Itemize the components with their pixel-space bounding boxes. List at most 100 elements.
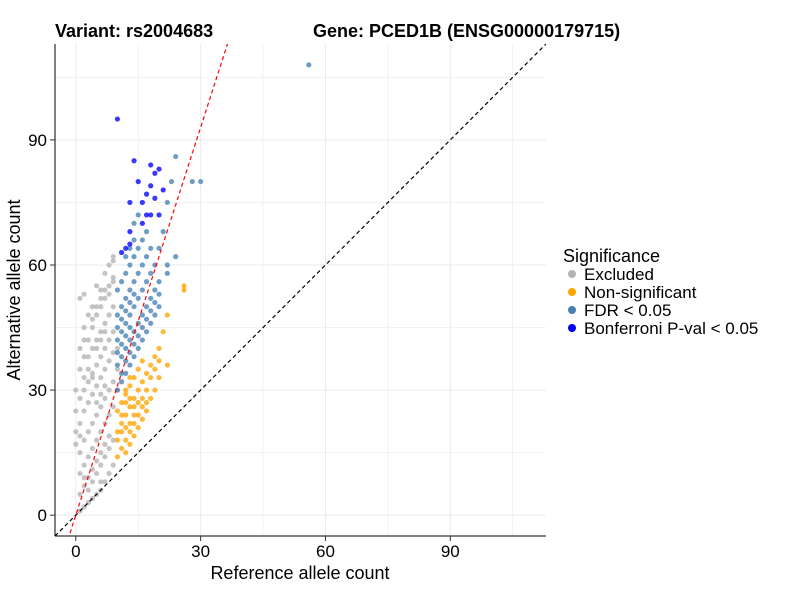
- point-excluded: [102, 270, 108, 276]
- point-non-significant: [148, 362, 154, 368]
- point-non-significant: [123, 391, 129, 397]
- y-axis-label: Alternative allele count: [4, 199, 24, 380]
- point-non-significant: [139, 404, 145, 410]
- point-excluded: [89, 324, 96, 331]
- point-bonferroni-p-val-0-05: [118, 249, 125, 256]
- point-fdr-0-05: [135, 212, 141, 218]
- point-excluded: [89, 316, 96, 322]
- point-fdr-0-05: [131, 220, 137, 226]
- reference-lines: [55, 44, 546, 536]
- point-excluded: [85, 354, 91, 360]
- point-fdr-0-05: [135, 333, 141, 339]
- point-non-significant: [127, 404, 133, 410]
- point-fdr-0-05: [114, 287, 121, 293]
- legend-marker-non-significant: [568, 288, 576, 296]
- point-fdr-0-05: [143, 329, 150, 335]
- point-excluded: [85, 429, 91, 435]
- point-excluded: [81, 291, 87, 297]
- point-fdr-0-05: [127, 362, 133, 368]
- point-bonferroni-p-val-0-05: [123, 245, 129, 251]
- point-non-significant: [114, 408, 121, 414]
- point-fdr-0-05: [139, 312, 145, 318]
- point-excluded: [77, 420, 83, 427]
- point-excluded: [85, 337, 91, 343]
- point-non-significant: [156, 358, 162, 364]
- point-non-significant: [164, 312, 170, 318]
- point-excluded: [106, 283, 112, 289]
- point-excluded: [94, 312, 100, 318]
- point-non-significant: [114, 454, 121, 460]
- point-non-significant: [143, 387, 150, 393]
- point-fdr-0-05: [127, 312, 133, 318]
- point-excluded: [102, 479, 108, 485]
- point-fdr-0-05: [173, 153, 179, 160]
- point-non-significant: [135, 424, 141, 431]
- point-excluded: [94, 304, 100, 310]
- point-fdr-0-05: [168, 178, 175, 185]
- point-bonferroni-p-val-0-05: [143, 191, 150, 197]
- point-excluded: [98, 287, 104, 293]
- point-fdr-0-05: [198, 178, 204, 185]
- point-excluded: [89, 391, 96, 397]
- point-fdr-0-05: [127, 262, 133, 268]
- point-excluded: [102, 320, 108, 326]
- point-fdr-0-05: [118, 329, 125, 335]
- point-excluded: [114, 345, 121, 351]
- x-tick-label: 60: [316, 542, 335, 561]
- point-fdr-0-05: [139, 324, 145, 331]
- point-excluded: [110, 304, 116, 310]
- point-non-significant: [114, 429, 121, 435]
- point-excluded: [81, 324, 87, 331]
- point-excluded: [77, 433, 83, 439]
- point-excluded: [110, 462, 116, 468]
- point-fdr-0-05: [143, 279, 150, 285]
- point-non-significant: [181, 287, 187, 293]
- point-non-significant: [131, 412, 137, 418]
- legend-title: Significance: [563, 246, 660, 266]
- point-non-significant: [139, 358, 145, 364]
- point-excluded: [77, 491, 83, 497]
- point-non-significant: [127, 395, 133, 402]
- point-excluded: [102, 295, 108, 301]
- point-excluded: [94, 437, 100, 443]
- point-fdr-0-05: [118, 379, 125, 385]
- point-excluded: [110, 404, 116, 410]
- point-excluded: [85, 454, 91, 460]
- point-excluded: [106, 312, 112, 318]
- point-non-significant: [152, 387, 158, 393]
- point-excluded: [110, 349, 116, 356]
- point-fdr-0-05: [127, 299, 133, 306]
- point-excluded: [110, 254, 116, 260]
- point-fdr-0-05: [135, 245, 141, 251]
- point-excluded: [89, 479, 96, 485]
- point-excluded: [77, 450, 83, 456]
- point-excluded: [85, 366, 91, 372]
- point-fdr-0-05: [143, 254, 150, 260]
- point-fdr-0-05: [114, 349, 121, 356]
- point-fdr-0-05: [164, 270, 170, 276]
- legend-label-bonferroni-p-val-0-05: Bonferroni P-val < 0.05: [584, 319, 758, 338]
- point-excluded: [98, 391, 104, 397]
- point-fdr-0-05: [148, 320, 154, 326]
- point-bonferroni-p-val-0-05: [135, 178, 141, 185]
- point-non-significant: [181, 283, 187, 289]
- point-excluded: [94, 383, 100, 389]
- point-non-significant: [135, 399, 141, 406]
- point-fdr-0-05: [164, 262, 170, 268]
- point-excluded: [73, 441, 79, 447]
- y-tick-label: 90: [28, 131, 47, 150]
- point-fdr-0-05: [123, 295, 129, 301]
- plot-area: 0 30 60 90 0 30 60 90: [28, 44, 546, 561]
- point-excluded: [102, 454, 108, 460]
- point-excluded: [102, 441, 108, 447]
- point-excluded: [98, 450, 104, 456]
- point-non-significant: [131, 395, 137, 402]
- point-excluded: [106, 433, 112, 439]
- point-excluded: [110, 274, 116, 281]
- point-fdr-0-05: [127, 337, 133, 343]
- chart-title-gene: Gene: PCED1B (ENSG00000179715): [313, 21, 620, 41]
- point-non-significant: [127, 441, 133, 447]
- point-excluded: [89, 466, 96, 472]
- point-excluded: [94, 362, 100, 368]
- point-non-significant: [143, 399, 150, 406]
